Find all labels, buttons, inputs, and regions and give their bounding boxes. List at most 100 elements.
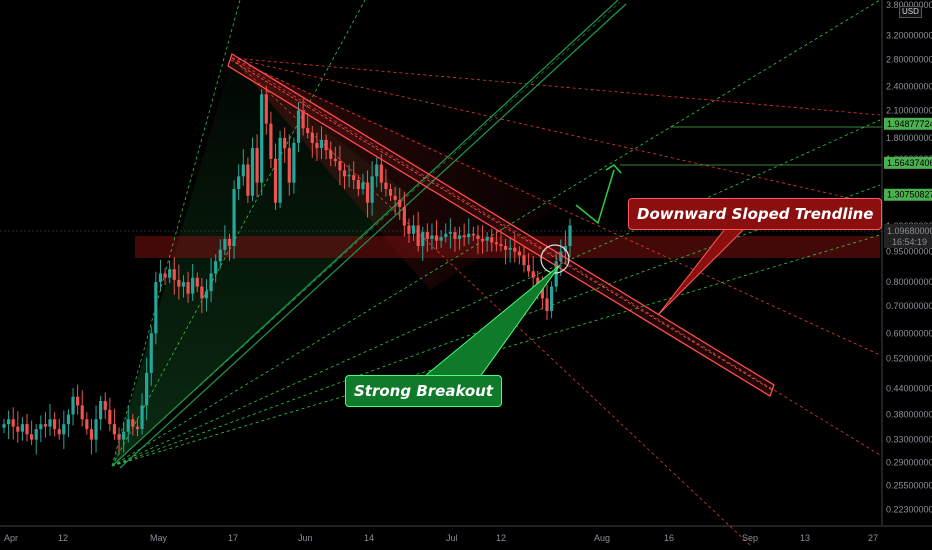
candle-body <box>20 424 25 432</box>
candle-body <box>467 233 471 238</box>
candle-body <box>283 137 287 149</box>
candle-body <box>145 372 149 406</box>
price-tick-label: 0.33000000 <box>886 435 932 445</box>
candle-body <box>66 414 71 425</box>
time-tick-label: Aug <box>594 533 610 543</box>
candle-body <box>365 182 370 203</box>
candle-body <box>214 261 218 274</box>
candle-body <box>99 401 103 420</box>
candle-body <box>448 232 452 234</box>
candle-body <box>356 180 360 190</box>
candle-body <box>453 232 457 239</box>
candle-body <box>2 424 6 428</box>
candle-body <box>324 139 328 151</box>
candle-body <box>490 237 494 243</box>
current-price-text: 1.09680000 <box>887 226 932 236</box>
candle-body <box>568 225 572 247</box>
projection-arrow <box>575 169 615 225</box>
support-zone <box>135 236 880 258</box>
candle-body <box>223 238 227 250</box>
candle-body <box>278 137 282 203</box>
candle-body <box>117 434 121 440</box>
countdown-text: 16:54:19 <box>892 237 927 247</box>
breakout-callout: Strong Breakout <box>345 375 503 407</box>
price-label-text: 1.56437406 <box>887 158 932 168</box>
price-tick-label: 0.60000000 <box>886 328 932 338</box>
price-tick-label: 0.70000000 <box>886 301 932 311</box>
breakout-pointer <box>418 264 561 389</box>
time-tick-label: 12 <box>58 533 68 543</box>
candle-body <box>76 396 80 406</box>
target-lines <box>620 126 882 166</box>
candle-body <box>122 431 126 440</box>
candle-body <box>131 419 135 427</box>
candle-body <box>347 175 351 177</box>
candle-body <box>191 277 195 294</box>
candle-body <box>342 170 347 177</box>
candle-body <box>540 286 544 299</box>
downward-trendline <box>227 53 775 397</box>
time-axis: Apr 12 May 17 Jun 14 Jul 12 Aug 16 Sep 13 27 <box>4 533 878 543</box>
time-tick-label: 14 <box>364 533 374 543</box>
price-labels: 1.94877724 1.56437406 1.30750827 <box>884 117 932 201</box>
candle-body <box>30 434 34 440</box>
candle-body <box>499 244 503 247</box>
candle-body <box>80 405 84 420</box>
candle-body <box>260 94 264 183</box>
candle-body <box>393 195 397 200</box>
candle-body <box>296 110 301 143</box>
candle-body <box>301 110 305 129</box>
candle-body <box>319 139 324 149</box>
candle-body <box>444 233 448 238</box>
time-tick-label: Jul <box>446 533 458 543</box>
candle-body <box>361 182 365 190</box>
candle-body <box>508 247 512 250</box>
time-tick-label: 13 <box>800 533 810 543</box>
candle-body <box>329 150 333 159</box>
candle-body <box>154 282 158 334</box>
candle-body <box>407 225 411 234</box>
candle-body <box>411 225 416 234</box>
time-tick-label: 27 <box>868 533 878 543</box>
trendline-callout: Downward Sloped Trendline <box>628 198 883 230</box>
candle-body <box>471 233 475 236</box>
candle-body <box>39 424 43 430</box>
candle-body <box>549 286 554 312</box>
candle-body <box>103 401 107 410</box>
candle-body <box>430 235 434 239</box>
candle-body <box>149 333 153 373</box>
candle-body <box>425 232 429 239</box>
candle-body <box>237 176 241 190</box>
candle-body <box>25 424 29 435</box>
time-tick-label: 12 <box>496 533 506 543</box>
price-tick-label: 2.80000000 <box>886 54 932 64</box>
candle-body <box>269 123 273 159</box>
price-tick-label: 0.22300000 <box>886 504 932 514</box>
time-tick-label: Jun <box>298 533 313 543</box>
candle-body <box>246 164 250 196</box>
time-tick-label: Sep <box>742 533 758 543</box>
candle-body <box>181 282 186 287</box>
price-label-text: 1.94877724 <box>887 119 932 129</box>
candle-body <box>292 142 296 183</box>
candle-body <box>89 429 94 440</box>
candle-body <box>218 249 222 262</box>
candle-body <box>264 94 268 124</box>
candle-body <box>48 419 52 427</box>
candle-body <box>273 158 278 203</box>
candle-body <box>177 279 181 287</box>
candle-body <box>163 273 167 278</box>
candle-body <box>227 238 232 247</box>
candle-body <box>62 424 66 435</box>
candle-body <box>503 246 508 250</box>
candle-body <box>209 273 213 292</box>
candle-body <box>255 148 259 183</box>
candle-body <box>416 225 420 247</box>
price-label-box <box>884 117 932 130</box>
price-label-text: 1.30750827 <box>887 190 932 200</box>
candle-body <box>112 424 117 435</box>
candle-body <box>517 251 521 256</box>
candle-body <box>7 419 11 425</box>
ascending-channel <box>111 0 627 469</box>
